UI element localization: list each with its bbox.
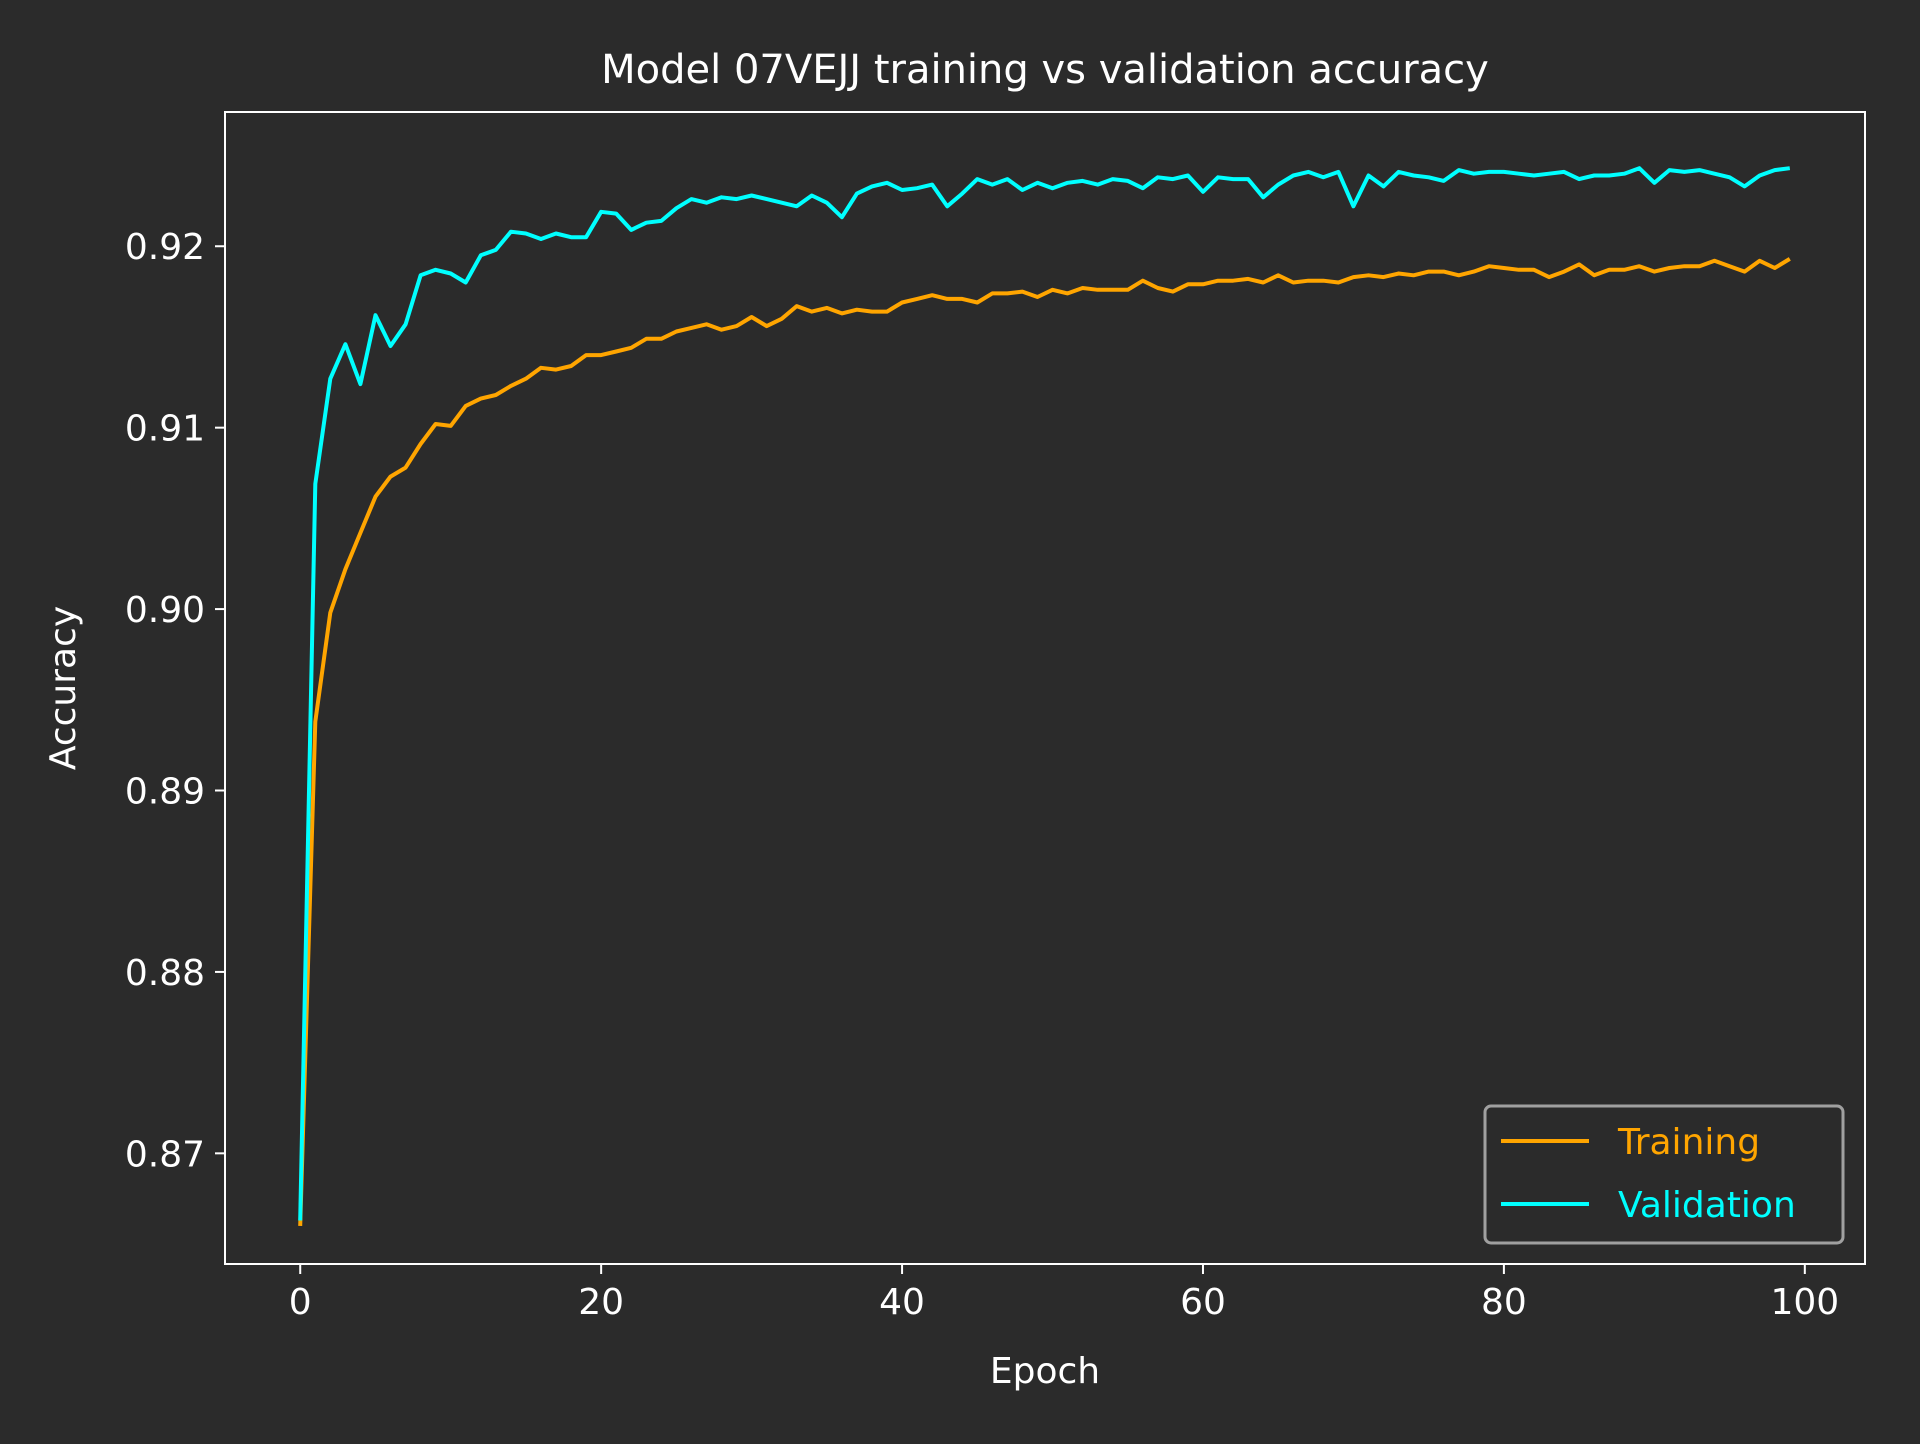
y-tick-label: 0.90 xyxy=(125,590,205,631)
x-axis-label: Epoch xyxy=(990,1351,1100,1392)
y-tick-label: 0.91 xyxy=(125,409,205,450)
x-tick-label: 100 xyxy=(1770,1282,1839,1323)
y-tick-label: 0.88 xyxy=(125,953,205,994)
x-tick-label: 40 xyxy=(879,1282,925,1323)
x-tick-label: 80 xyxy=(1481,1282,1527,1323)
series-lines xyxy=(298,166,1791,1226)
x-tick-label: 60 xyxy=(1180,1282,1226,1323)
legend-label-training: Training xyxy=(1617,1122,1760,1163)
axis-ticks: 0 20 40 60 80 100 0.87 0.88 0.89 0.90 0.91 0.92 xyxy=(125,227,1839,1323)
x-tick-label: 20 xyxy=(578,1282,624,1323)
legend-label-validation: Validation xyxy=(1618,1185,1796,1226)
series-line-validation xyxy=(298,166,1791,1221)
x-tick-label: 0 xyxy=(289,1282,312,1323)
y-axis-label: Accuracy xyxy=(43,606,84,770)
y-tick-label: 0.92 xyxy=(125,227,205,268)
series-line-training xyxy=(298,257,1791,1226)
chart-title: Model 07VEJJ training vs validation accu… xyxy=(601,47,1489,93)
y-tick-label: 0.89 xyxy=(125,772,205,813)
plot-frame xyxy=(224,111,1866,1265)
y-tick-label: 0.87 xyxy=(125,1134,205,1175)
legend: Training Validation xyxy=(1483,1104,1845,1245)
